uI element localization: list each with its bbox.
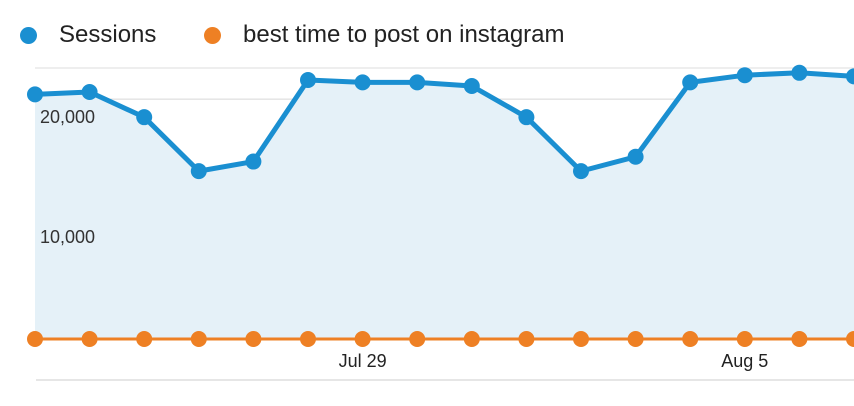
data-point-sessions: [190, 163, 207, 180]
data-point-sessions: [463, 77, 480, 94]
data-point-instagram: [245, 331, 262, 347]
data-point-instagram: [136, 331, 153, 347]
data-point-sessions: [573, 163, 589, 180]
series-line-sessions: [32, 70, 854, 174]
data-point-sessions: [682, 74, 699, 91]
instagram-legend-dot-icon: [204, 26, 221, 44]
data-point-sessions: [846, 68, 854, 85]
data-point-instagram: [190, 331, 207, 347]
data-point-instagram: [518, 331, 535, 347]
data-point-sessions: [354, 74, 371, 91]
x-tick-label: Jul 29: [339, 351, 387, 371]
data-point-instagram: [573, 331, 589, 347]
legend-item-sessions[interactable]: Sessions: [20, 18, 156, 52]
x-tick-label: Aug 5: [721, 351, 768, 371]
data-point-instagram: [463, 331, 480, 347]
legend-item-instagram[interactable]: best time to post on instagram: [204, 18, 565, 52]
data-point-instagram: [846, 331, 854, 347]
data-point-sessions: [409, 74, 426, 91]
series-layer: [27, 64, 854, 347]
sessions-area: [35, 72, 854, 340]
data-point-instagram: [27, 331, 43, 347]
data-point-instagram: [81, 331, 98, 347]
data-point-sessions: [736, 67, 753, 84]
y-tick-label: 10,000: [40, 227, 95, 247]
sessions-legend-dot-icon: [20, 26, 37, 44]
data-point-instagram: [682, 331, 699, 347]
data-point-instagram: [736, 331, 753, 347]
data-point-sessions: [81, 83, 98, 100]
data-point-sessions: [791, 64, 808, 81]
tick-labels: 20,000 10,000 Jul 29 Aug 5: [40, 107, 768, 371]
y-tick-label: 20,000: [40, 107, 95, 127]
data-point-instagram: [791, 331, 808, 347]
data-point-sessions: [27, 86, 43, 103]
data-point-instagram: [354, 331, 371, 347]
data-point-instagram: [300, 331, 316, 347]
legend: Sessions best time to post on instagram: [0, 0, 854, 60]
data-point-sessions: [136, 109, 153, 126]
legend-label-instagram: best time to post on instagram: [243, 21, 565, 48]
data-point-sessions: [245, 153, 262, 170]
legend-label-sessions: Sessions: [59, 21, 157, 48]
data-point-sessions: [518, 109, 535, 126]
data-point-sessions: [627, 148, 644, 165]
data-point-sessions: [300, 71, 316, 88]
data-point-instagram: [627, 331, 644, 347]
data-point-instagram: [409, 331, 426, 347]
